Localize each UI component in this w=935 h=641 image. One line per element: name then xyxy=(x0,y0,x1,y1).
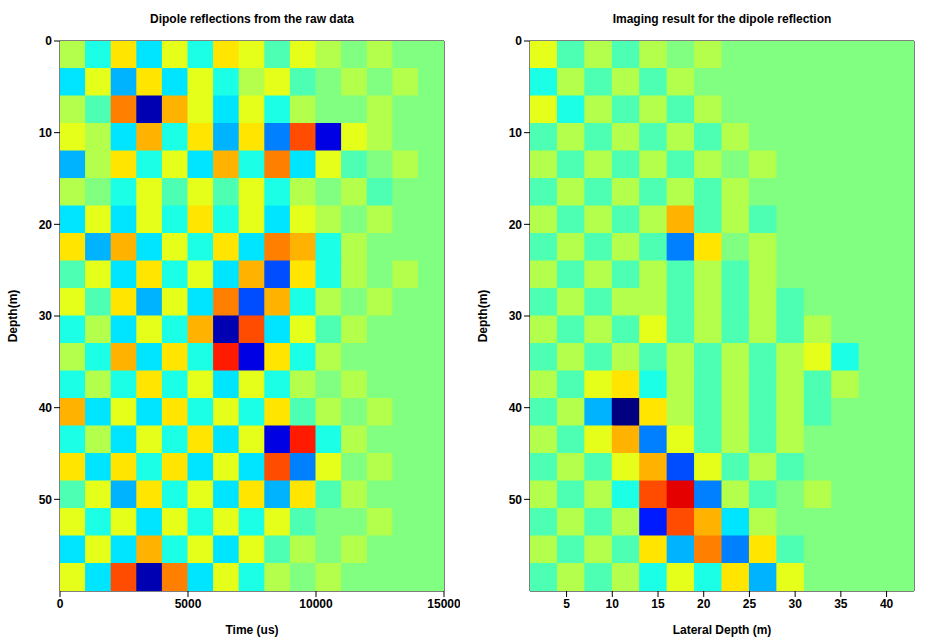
svg-text:50: 50 xyxy=(509,493,523,507)
svg-text:10: 10 xyxy=(606,597,620,611)
svg-text:Depth(m): Depth(m) xyxy=(476,290,490,343)
svg-text:5: 5 xyxy=(563,597,570,611)
svg-text:35: 35 xyxy=(834,597,848,611)
svg-text:0: 0 xyxy=(57,597,64,611)
svg-text:40: 40 xyxy=(880,597,894,611)
svg-text:10: 10 xyxy=(509,126,523,140)
svg-text:10: 10 xyxy=(39,126,53,140)
svg-text:0: 0 xyxy=(515,34,522,48)
svg-text:40: 40 xyxy=(509,401,523,415)
svg-text:20: 20 xyxy=(697,597,711,611)
svg-text:Time (us): Time (us) xyxy=(225,623,278,637)
svg-text:Lateral Depth (m): Lateral Depth (m) xyxy=(673,623,772,637)
svg-text:15: 15 xyxy=(651,597,665,611)
svg-text:40: 40 xyxy=(39,401,53,415)
svg-text:30: 30 xyxy=(39,309,53,323)
html-text:Imaging result for the dipole: Imaging result for the dipole reflection xyxy=(612,12,832,26)
svg-text:25: 25 xyxy=(743,597,757,611)
svg-text:20: 20 xyxy=(509,218,523,232)
svg-text:30: 30 xyxy=(788,597,802,611)
svg-text:30: 30 xyxy=(509,309,523,323)
svg-text:20: 20 xyxy=(39,218,53,232)
svg-text:10000: 10000 xyxy=(299,597,333,611)
svg-text:Depth(m): Depth(m) xyxy=(6,290,20,343)
svg-text:5000: 5000 xyxy=(175,597,202,611)
svg-text:50: 50 xyxy=(39,493,53,507)
svg-text:15000: 15000 xyxy=(427,597,460,611)
svg-text:0: 0 xyxy=(45,34,52,48)
html-text:Dipole reflections from the ra: Dipole reflections from the raw data xyxy=(150,12,354,26)
